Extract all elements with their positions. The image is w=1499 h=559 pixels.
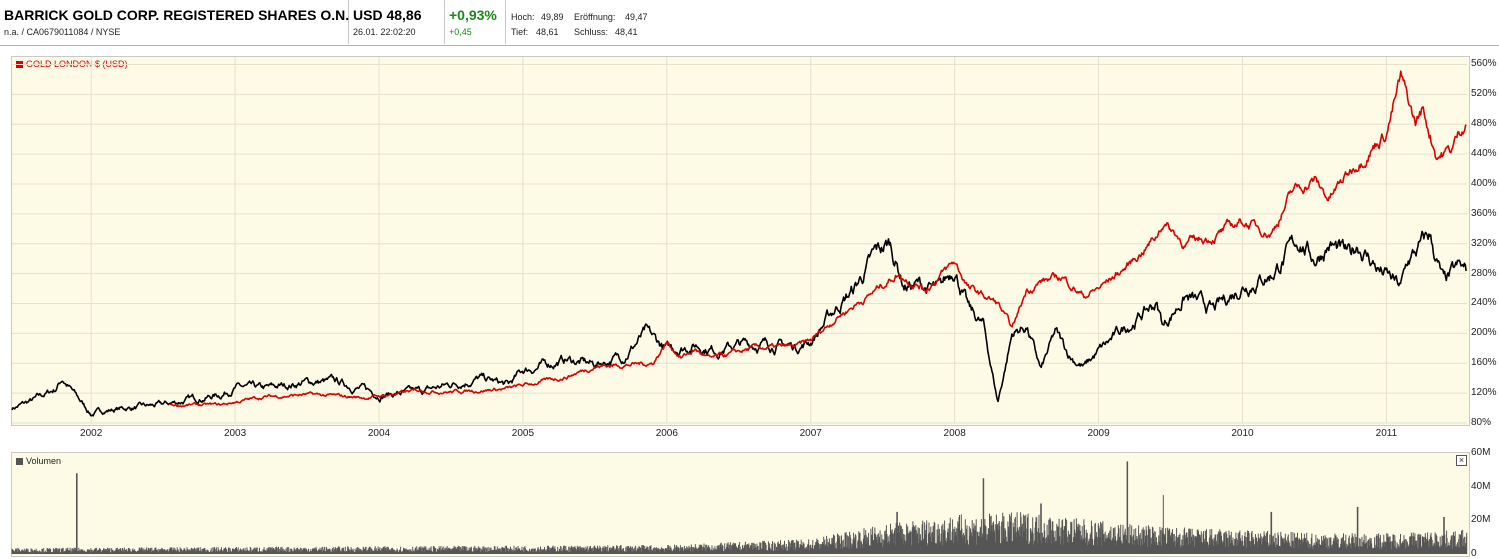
quote-datetime: 26.01. 22:02:20 <box>353 27 416 37</box>
y-tick-label: 320% <box>1471 237 1497 249</box>
y-tick-label: 280% <box>1471 267 1497 279</box>
volume-legend-label: Volumen <box>26 456 62 466</box>
gold-price-line <box>169 70 1467 408</box>
x-tick-label: 2011 <box>1375 428 1398 439</box>
x-tick-label: 2005 <box>511 428 535 439</box>
instrument-cell: BARRICK GOLD CORP. REGISTERED SHARES O.N… <box>0 0 349 44</box>
close-volume-icon[interactable]: × <box>1456 455 1467 466</box>
change-absolute: +0,45 <box>449 27 472 37</box>
volume-tick-label: 60M <box>1471 447 1491 458</box>
change-percent: +0,93% <box>449 7 497 23</box>
volume-tick-label: 20M <box>1471 514 1491 526</box>
x-tick-label: 2009 <box>1087 428 1110 439</box>
y-tick-label: 360% <box>1471 207 1497 219</box>
instrument-subtitle: n.a. / CA0679011084 / NYSE <box>4 27 121 37</box>
volume-legend[interactable]: Volumen <box>16 456 61 466</box>
close-label: Schluss: <box>574 27 609 37</box>
quote-header: BARRICK GOLD CORP. REGISTERED SHARES O.N… <box>0 0 1499 46</box>
y-tick-label: 480% <box>1471 118 1497 130</box>
x-tick-label: 2010 <box>1231 428 1254 439</box>
volume-legend-swatch <box>16 457 23 465</box>
price-chart-panel <box>11 56 1470 426</box>
x-tick-label: 2002 <box>80 428 103 439</box>
y-tick-label: 400% <box>1471 177 1497 189</box>
high-label: Hoch: <box>511 12 535 22</box>
y-tick-label: 520% <box>1471 88 1497 100</box>
x-tick-label: 2004 <box>367 428 391 439</box>
open-label: Eröffnung: <box>574 12 616 22</box>
price-cell: USD 48,86 26.01. 22:02:20 <box>349 0 445 44</box>
x-tick-label: 2003 <box>223 428 247 439</box>
y-tick-label: 440% <box>1471 148 1497 160</box>
y-tick-label: 240% <box>1471 297 1497 309</box>
high-value: 49,89 <box>541 12 564 22</box>
y-tick-label: 80% <box>1471 417 1492 428</box>
y-tick-label: 200% <box>1471 327 1497 339</box>
y-tick-label: 160% <box>1471 357 1497 369</box>
x-tick-label: 2006 <box>655 428 678 439</box>
stock-price-line <box>11 230 1467 417</box>
volume-tick-label: 0 <box>1471 548 1477 559</box>
close-value: 48,41 <box>615 27 638 37</box>
volume-tick-label: 40M <box>1471 480 1491 492</box>
low-value: 48,61 <box>536 27 559 37</box>
x-tick-label: 2007 <box>799 428 822 439</box>
open-value: 49,47 <box>625 12 648 22</box>
instrument-title: BARRICK GOLD CORP. REGISTERED SHARES O.N… <box>4 7 350 23</box>
y-tick-label: 120% <box>1471 387 1497 399</box>
x-tick-label: 2008 <box>943 428 966 439</box>
y-tick-label: 560% <box>1471 58 1497 70</box>
last-price: USD 48,86 <box>353 7 422 23</box>
low-label: Tief: <box>511 27 529 37</box>
volume-bars <box>11 461 1468 554</box>
change-cell: +0,93% +0,45 <box>445 0 506 44</box>
